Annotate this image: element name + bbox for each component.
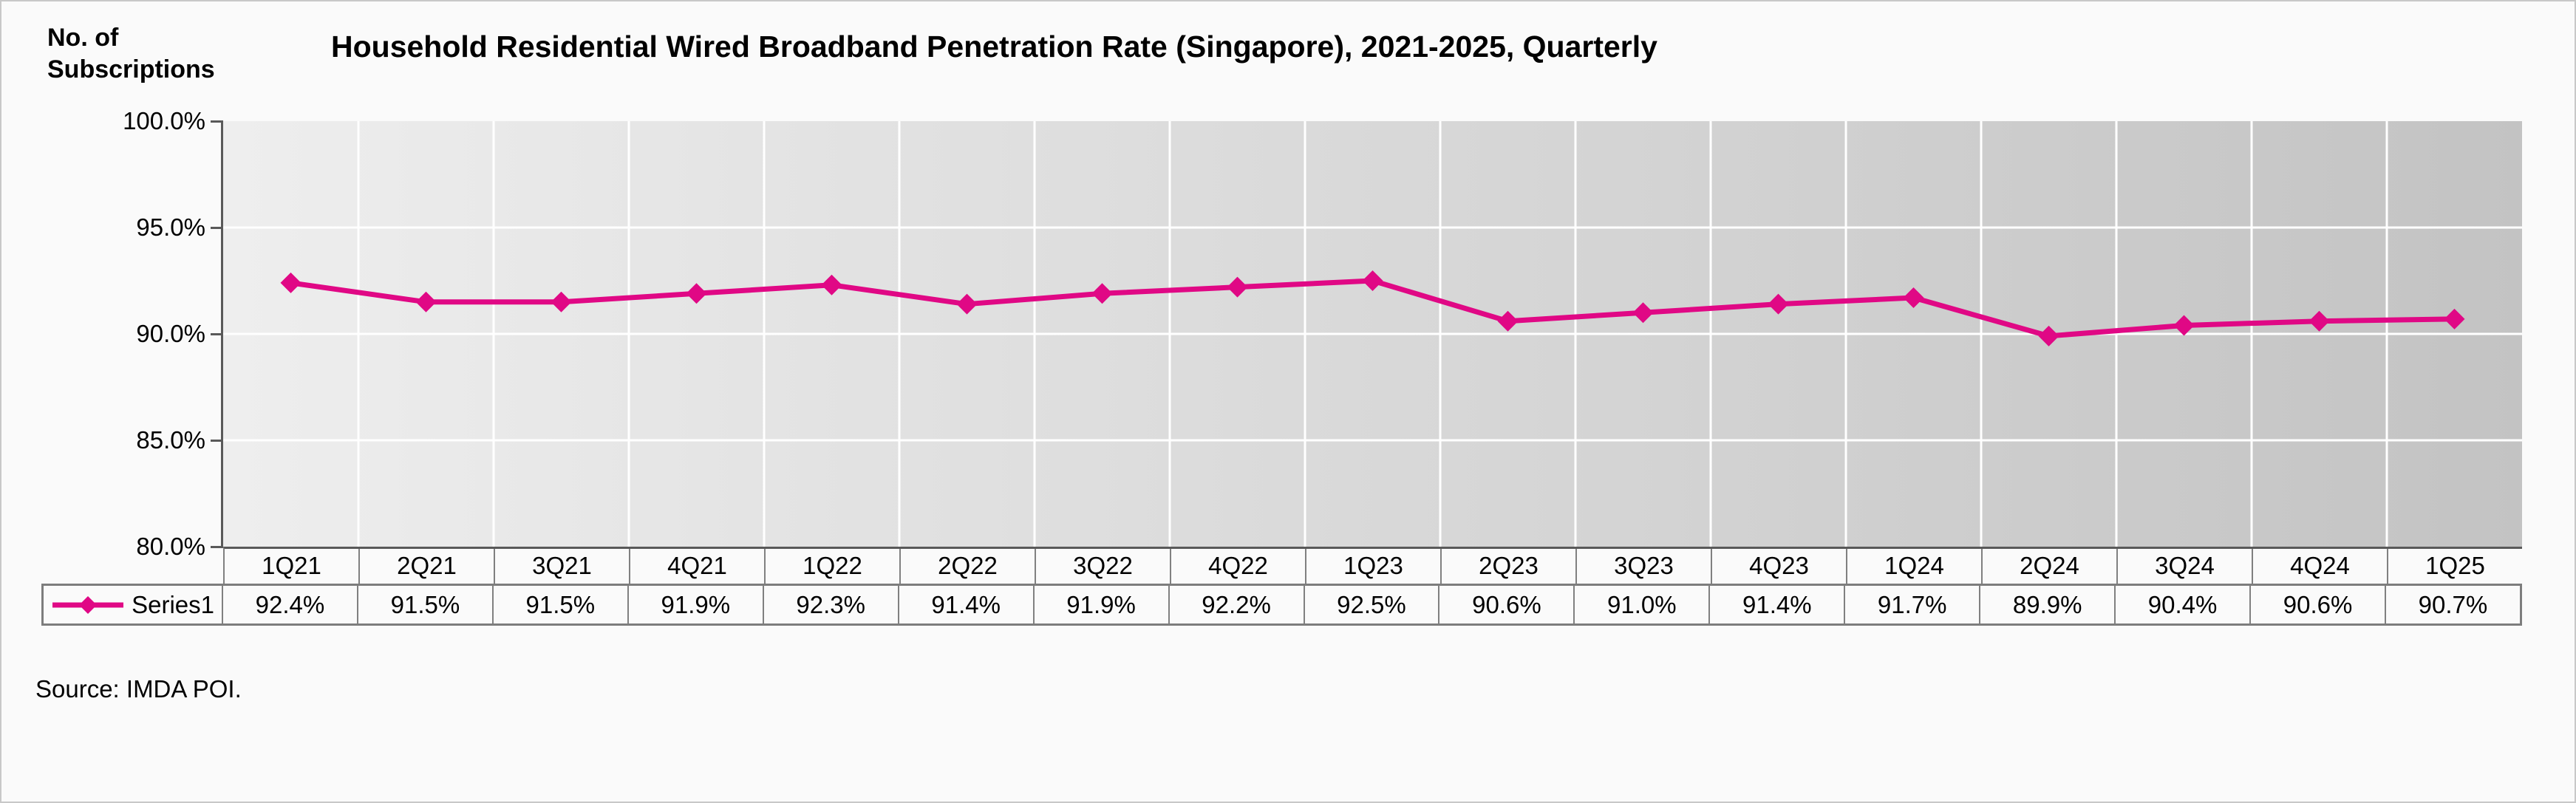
data-value-cell: 91.5% — [494, 586, 629, 623]
y-axis-tick-label: 90.0% — [136, 320, 205, 347]
source-note: Source: IMDA POI. — [35, 675, 242, 703]
y-axis-tick-mark — [211, 332, 223, 335]
data-point-diamond-marker — [1362, 270, 1383, 291]
data-value-cell: 91.0% — [1575, 586, 1711, 623]
data-point-diamond-marker — [1768, 293, 1789, 315]
chart-title: Household Residential Wired Broadband Pe… — [331, 30, 1657, 64]
x-axis-label-cell: 1Q23 — [1306, 549, 1442, 584]
data-point-diamond-marker — [2444, 308, 2465, 329]
data-point-diamond-marker — [686, 283, 707, 304]
data-value-cell: 91.5% — [358, 586, 494, 623]
data-value-cell: 90.6% — [1439, 586, 1575, 623]
data-value-cell: 91.7% — [1845, 586, 1981, 623]
data-value-cell: 91.9% — [629, 586, 764, 623]
data-point-diamond-marker — [551, 291, 572, 312]
data-value-cell: 90.7% — [2418, 591, 2488, 618]
data-point-diamond-marker — [2038, 325, 2059, 346]
data-point-diamond-marker — [821, 274, 842, 295]
legend: Series1 — [44, 586, 223, 623]
data-value-cell: 91.4% — [1710, 586, 1846, 623]
y-axis-tick-mark — [211, 439, 223, 442]
x-axis-label-cell: 4Q22 — [1171, 549, 1306, 584]
y-axis-tick-mark — [211, 120, 223, 123]
data-point-diamond-marker — [1497, 310, 1519, 332]
x-axis-label-cell: 1Q22 — [766, 549, 901, 584]
x-axis-label-cell: 3Q24 — [2118, 549, 2253, 584]
legend-series-label: Series1 — [132, 590, 214, 618]
data-point-diamond-marker — [1632, 302, 1654, 324]
y-axis-tick-label: 95.0% — [136, 213, 205, 241]
series-line-chart — [223, 121, 2522, 547]
data-point-diamond-marker — [2173, 315, 2195, 336]
x-axis-label-cell: 2Q23 — [1442, 549, 1577, 584]
data-point-diamond-marker — [956, 293, 978, 315]
x-axis-label-cell: 4Q21 — [630, 549, 766, 584]
data-point-diamond-marker — [2308, 310, 2330, 332]
y-axis-tick-mark — [211, 545, 223, 548]
y-axis-tick-label: 85.0% — [136, 426, 205, 454]
data-value-cell: 91.9% — [1035, 586, 1170, 623]
x-axis-label-cell: 1Q24 — [1847, 549, 1983, 584]
data-point-diamond-marker — [1091, 283, 1113, 304]
x-axis-label-cell: 2Q24 — [1983, 549, 2118, 584]
y-axis-tick-label: 80.0% — [136, 533, 205, 560]
x-axis-label-cell: 2Q21 — [360, 549, 495, 584]
plot-area — [223, 121, 2522, 547]
y-axis-tick-label: 100.0% — [123, 107, 205, 134]
data-point-diamond-marker — [1227, 276, 1248, 298]
data-point-diamond-marker — [280, 272, 301, 293]
x-axis-label-cell: 4Q23 — [1712, 549, 1847, 584]
y-axis-tick-mark — [211, 226, 223, 229]
series-marker-icon — [52, 595, 123, 614]
data-table-row: Series1 92.4% 91.5% 91.5% 91.9% 92.3% 91.4% 91… — [41, 584, 2522, 626]
data-value-cell: 89.9% — [1980, 586, 2116, 623]
data-value-cell: 92.4% — [223, 586, 358, 623]
x-axis-labels-row: 1Q21 2Q21 3Q21 4Q21 1Q22 2Q22 3Q22 4Q22 1Q23 2Q23… — [223, 547, 2522, 584]
data-value-cell: 91.4% — [899, 586, 1035, 623]
x-axis-label-cell: 3Q23 — [1577, 549, 1712, 584]
data-value-cell: 92.5% — [1305, 586, 1440, 623]
x-axis-label-cell: 1Q21 — [225, 549, 360, 584]
x-axis-label-cell: 3Q21 — [495, 549, 630, 584]
data-point-diamond-marker — [415, 291, 437, 312]
data-value-cell: 90.6% — [2251, 586, 2386, 623]
data-point-diamond-marker — [1903, 287, 1924, 309]
data-value-cell: 92.2% — [1170, 586, 1305, 623]
x-axis-label-cell: 4Q24 — [2253, 549, 2388, 584]
data-value-cell: 92.3% — [764, 586, 899, 623]
x-axis-label-cell: 1Q25 — [2425, 552, 2485, 579]
data-value-cell: 90.4% — [2116, 586, 2252, 623]
x-axis-label-cell: 2Q22 — [901, 549, 1036, 584]
y-axis-title: No. of Subscriptions — [47, 24, 215, 83]
x-axis-label-cell: 3Q22 — [1036, 549, 1171, 584]
